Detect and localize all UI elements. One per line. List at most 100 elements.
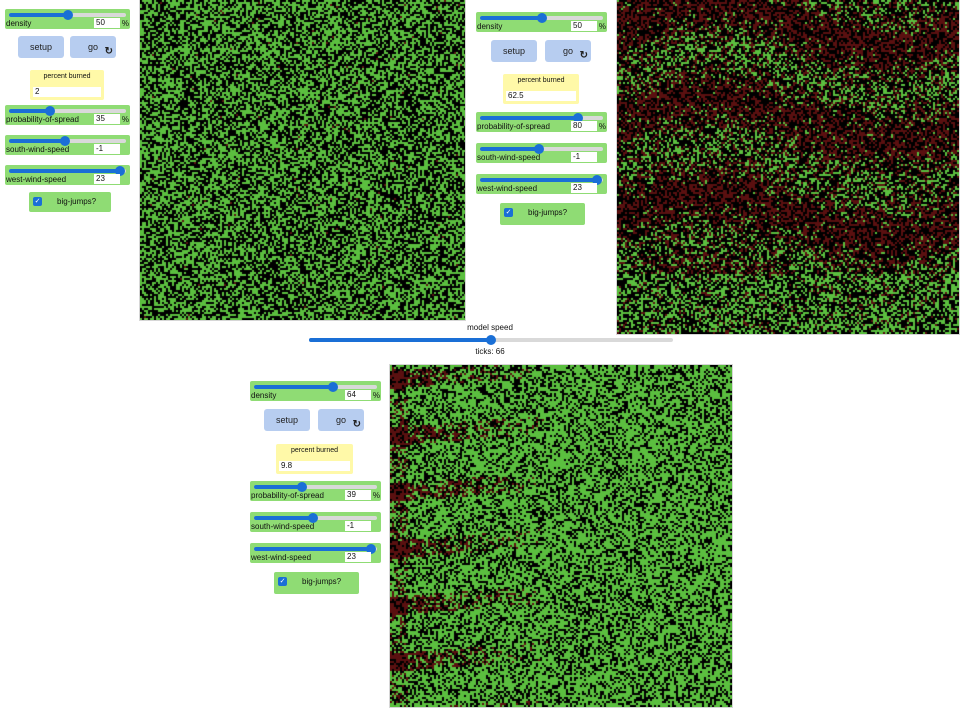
south-wind-value[interactable]: -1 [571, 152, 597, 162]
west-wind-value[interactable]: 23 [345, 552, 371, 562]
big-jumps-label: big-jumps? [302, 577, 342, 586]
probability-of-spread-slider[interactable]: probability-of-spread 80 % [476, 112, 607, 132]
go-button[interactable]: go ↻ [545, 40, 591, 62]
west-wind-speed-slider[interactable]: west-wind-speed 23 [476, 174, 607, 194]
setup-label: setup [275, 415, 299, 425]
south-wind-value[interactable]: -1 [94, 144, 120, 154]
go-button[interactable]: go ↻ [318, 409, 364, 431]
slider-track[interactable] [254, 482, 377, 492]
probability-value[interactable]: 39 [345, 490, 371, 500]
slider-track[interactable] [9, 166, 126, 176]
slider-fill [480, 178, 597, 182]
world-view-3[interactable] [389, 364, 733, 708]
slider-thumb[interactable] [591, 175, 602, 185]
west-wind-speed-slider[interactable]: west-wind-speed 23 [5, 165, 130, 185]
slider-thumb[interactable] [62, 10, 73, 20]
probability-of-spread-slider[interactable]: probability-of-spread 39 % [250, 481, 381, 501]
slider-thumb[interactable] [308, 513, 319, 523]
probability-value[interactable]: 80 [571, 121, 597, 131]
slider-track[interactable] [9, 136, 126, 146]
probability-of-spread-slider[interactable]: probability-of-spread 35 % [5, 105, 130, 125]
slider-fill [9, 139, 66, 143]
big-jumps-label: big-jumps? [528, 208, 568, 217]
slider-track[interactable] [254, 544, 377, 554]
slider-fill [254, 385, 333, 389]
slider-track[interactable] [254, 382, 377, 392]
south-wind-speed-slider[interactable]: south-wind-speed -1 [250, 512, 381, 532]
world-view-2[interactable] [616, 0, 960, 335]
slider-thumb[interactable] [44, 106, 55, 116]
slider-thumb[interactable] [536, 13, 547, 23]
south-wind-speed-slider[interactable]: south-wind-speed -1 [5, 135, 130, 155]
west-wind-value[interactable]: 23 [571, 183, 597, 193]
setup-button[interactable]: setup [264, 409, 310, 431]
forever-icon: ↻ [579, 50, 588, 61]
density-slider[interactable]: density 50 % [476, 12, 607, 32]
percent-burned-monitor: percent burned 9.8 [276, 444, 353, 474]
slider-thumb[interactable] [573, 113, 584, 123]
density-value[interactable]: 64 [345, 390, 371, 400]
world-canvas[interactable] [140, 0, 465, 320]
density-value[interactable]: 50 [571, 21, 597, 31]
slider-track[interactable] [480, 144, 603, 154]
slider-fill [9, 109, 50, 113]
slider-track[interactable] [480, 175, 603, 185]
west-wind-value[interactable]: 23 [94, 174, 120, 184]
percent-burned-label: percent burned [517, 77, 565, 84]
probability-label: probability-of-spread [251, 491, 324, 500]
slider-thumb[interactable] [365, 544, 376, 554]
slider-fill [480, 116, 579, 120]
slider-track[interactable] [254, 513, 377, 523]
slider-track[interactable] [9, 106, 126, 116]
density-unit: % [598, 22, 606, 31]
big-jumps-checkbox[interactable]: ✓ [504, 208, 513, 217]
probability-unit: % [598, 122, 606, 131]
density-label: density [251, 391, 277, 400]
model-speed-label: model speed [467, 323, 513, 332]
density-label: density [6, 19, 32, 28]
south-wind-value[interactable]: -1 [345, 521, 371, 531]
big-jumps-checkbox[interactable]: ✓ [278, 577, 287, 586]
go-button[interactable]: go ↻ [70, 36, 116, 58]
slider-fill [480, 16, 542, 20]
model-speed-thumb[interactable] [486, 335, 496, 345]
go-label: go [562, 46, 573, 56]
density-slider[interactable]: density 64 % [250, 381, 381, 401]
percent-burned-value: 9.8 [279, 461, 350, 471]
setup-label: setup [502, 46, 526, 56]
density-value[interactable]: 50 [94, 18, 120, 28]
west-wind-label: west-wind-speed [6, 175, 67, 184]
probability-label: probability-of-spread [6, 115, 79, 124]
slider-fill [254, 516, 314, 520]
go-label: go [87, 42, 98, 52]
big-jumps-switch[interactable]: ✓ big-jumps? [500, 203, 585, 225]
south-wind-speed-slider[interactable]: south-wind-speed -1 [476, 143, 607, 163]
slider-track[interactable] [480, 113, 603, 123]
setup-label: setup [29, 42, 53, 52]
setup-button[interactable]: setup [491, 40, 537, 62]
setup-button[interactable]: setup [18, 36, 64, 58]
big-jumps-switch[interactable]: ✓ big-jumps? [274, 572, 359, 594]
slider-fill [9, 169, 121, 173]
world-canvas[interactable] [617, 0, 959, 334]
forever-icon: ↻ [104, 46, 113, 57]
probability-value[interactable]: 35 [94, 114, 120, 124]
world-view-1[interactable] [139, 0, 466, 321]
model-speed-slider[interactable] [309, 335, 673, 345]
slider-thumb[interactable] [115, 166, 126, 176]
slider-fill [9, 13, 68, 17]
slider-thumb[interactable] [60, 136, 71, 146]
density-slider[interactable]: density 50 % [5, 9, 130, 29]
go-label: go [335, 415, 346, 425]
slider-track[interactable] [480, 13, 603, 23]
slider-thumb[interactable] [534, 144, 545, 154]
slider-thumb[interactable] [296, 482, 307, 492]
world-canvas[interactable] [390, 365, 732, 707]
percent-burned-monitor: percent burned 62.5 [503, 74, 579, 104]
west-wind-speed-slider[interactable]: west-wind-speed 23 [250, 543, 381, 563]
big-jumps-label: big-jumps? [57, 197, 97, 206]
slider-thumb[interactable] [327, 382, 338, 392]
big-jumps-checkbox[interactable]: ✓ [33, 197, 42, 206]
big-jumps-switch[interactable]: ✓ big-jumps? [29, 192, 111, 212]
slider-track[interactable] [9, 10, 126, 20]
